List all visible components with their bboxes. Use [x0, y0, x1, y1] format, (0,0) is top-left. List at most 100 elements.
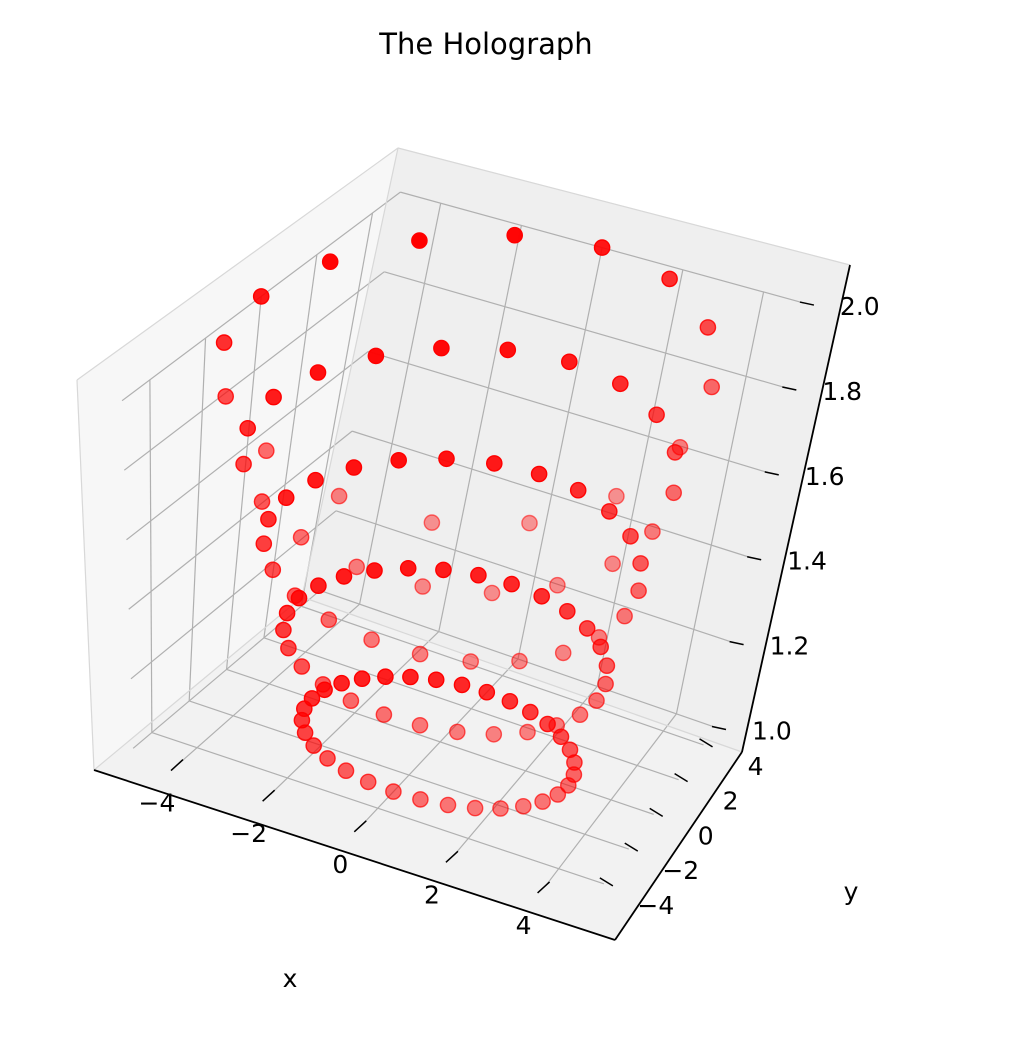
gridline — [226, 668, 654, 815]
data-point — [348, 558, 366, 576]
data-point — [608, 487, 625, 505]
data-point — [552, 728, 570, 746]
data-point — [511, 652, 528, 670]
data-point — [277, 489, 295, 507]
gridline — [517, 247, 603, 660]
data-point — [257, 442, 275, 460]
gridline — [384, 271, 787, 389]
x-tick-label: 2 — [424, 880, 440, 909]
data-point — [632, 555, 649, 572]
data-point — [412, 791, 429, 808]
pane-edge — [93, 596, 303, 771]
y-tick — [624, 842, 639, 852]
data-point — [483, 584, 501, 602]
data-point — [333, 674, 350, 692]
data-point — [466, 799, 484, 817]
data-point — [377, 668, 394, 686]
gridline — [151, 731, 605, 885]
data-point — [703, 378, 721, 396]
data-point — [648, 406, 665, 424]
data-point — [534, 793, 551, 810]
data-point — [290, 589, 308, 607]
chart-title: The Holograph — [378, 27, 592, 61]
data-point — [506, 226, 524, 244]
data-point — [630, 582, 647, 600]
data-point — [264, 561, 282, 579]
z-tick — [711, 725, 727, 731]
data-point — [554, 644, 572, 662]
gridline — [123, 271, 385, 471]
data-point — [310, 577, 327, 595]
data-point — [307, 471, 324, 489]
gridline — [189, 700, 629, 850]
data-point — [316, 681, 333, 699]
y-tick-label: 2 — [723, 787, 739, 816]
data-point — [578, 620, 596, 637]
z-tick-label: 1.0 — [752, 717, 792, 746]
x-axis-line — [93, 769, 616, 941]
y-tick-label: −4 — [637, 891, 674, 920]
axis-panes — [76, 146, 851, 941]
gridline — [358, 203, 442, 605]
data-point — [598, 657, 616, 675]
z-tick — [764, 471, 779, 476]
axis-lines — [93, 264, 851, 941]
data-point — [571, 706, 589, 724]
data-point — [411, 645, 429, 663]
y-tick — [599, 877, 614, 887]
gridline — [335, 510, 734, 644]
data-point — [275, 621, 292, 639]
data-point — [367, 347, 385, 365]
data-point — [330, 487, 348, 505]
gridline — [126, 350, 369, 541]
data-point — [661, 270, 678, 288]
data-point — [235, 455, 252, 473]
data-point — [255, 535, 273, 553]
data-point — [215, 334, 233, 351]
data-point — [252, 288, 270, 305]
y-tick — [649, 807, 664, 818]
pane-edge — [397, 147, 851, 266]
z-tick-label: 2.0 — [840, 292, 880, 321]
z-tick-label: 1.4 — [787, 547, 827, 576]
data-point — [337, 762, 355, 780]
x-tick-label: −2 — [230, 819, 267, 848]
data-point — [375, 706, 393, 723]
gridline — [300, 212, 374, 607]
gridline — [301, 605, 704, 746]
data-point — [478, 683, 496, 701]
data-point — [612, 375, 629, 393]
y-tick-label: −2 — [662, 856, 699, 885]
gridline — [149, 379, 153, 733]
data-point — [278, 604, 296, 622]
data-point — [399, 560, 417, 577]
data-point — [665, 484, 683, 502]
data-point — [492, 800, 509, 817]
z-tick — [729, 640, 744, 646]
data-point — [414, 578, 432, 595]
data-point — [588, 692, 605, 709]
x-tick — [262, 789, 276, 802]
data-point — [319, 750, 336, 767]
data-point — [438, 450, 455, 468]
y-axis-line — [614, 751, 743, 941]
data-point — [499, 341, 517, 359]
x-tick — [537, 881, 551, 894]
pane-edge — [301, 596, 743, 753]
z-tick — [747, 556, 762, 561]
data-point — [439, 796, 457, 814]
data-point — [616, 607, 633, 625]
data-point — [280, 639, 297, 657]
data-point — [539, 715, 556, 733]
x-tick-label: 0 — [332, 850, 348, 879]
data-point — [385, 783, 402, 800]
gridline — [319, 589, 717, 729]
data-point — [485, 455, 503, 472]
data-point — [559, 603, 576, 620]
data-point — [293, 658, 311, 675]
data-point — [699, 319, 717, 336]
data-point — [592, 638, 610, 656]
data-point — [217, 388, 234, 405]
data-point — [666, 444, 684, 461]
data-point — [521, 514, 538, 532]
